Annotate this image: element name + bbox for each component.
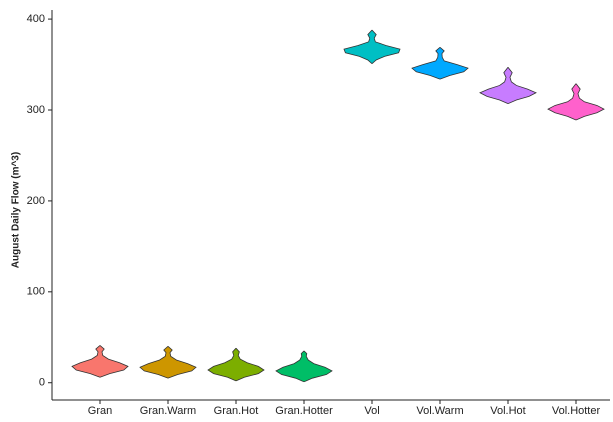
violin-half: [344, 30, 372, 64]
violin-half: [576, 83, 604, 120]
violin-outline: [71, 345, 101, 378]
violin-outline: [99, 345, 129, 378]
violin-half: [276, 350, 304, 382]
violin-half: [236, 348, 264, 381]
violin-outline: [575, 83, 605, 121]
y-tick-label: 400: [27, 13, 45, 25]
violin-outline: [479, 67, 509, 105]
violin-half: [208, 348, 236, 381]
x-tick-label: Vol.Hotter: [552, 405, 601, 417]
violin-outline: [343, 29, 373, 64]
y-tick-label: 200: [27, 195, 45, 207]
violin-half: [372, 30, 400, 64]
y-tick-label: 0: [39, 377, 45, 389]
violin-half: [440, 47, 468, 80]
x-tick-label: Gran.Hotter: [275, 405, 333, 417]
x-tick-label: Gran: [88, 405, 112, 417]
violin-half: [100, 345, 128, 378]
violin-outline: [507, 67, 537, 105]
x-tick-label: Vol.Hot: [490, 405, 525, 417]
y-axis-title: August Daily Flow (m^3): [11, 152, 22, 268]
violin-half: [168, 346, 196, 379]
violin-half: [480, 67, 508, 104]
violin-half: [304, 350, 332, 382]
violin-half: [548, 83, 576, 120]
violin-outline: [439, 46, 469, 80]
violin-half: [508, 67, 536, 104]
violin-outline: [139, 346, 169, 379]
violin-outline: [547, 83, 577, 121]
violin-half: [72, 345, 100, 378]
violin-outline: [303, 350, 333, 383]
violin-outline: [167, 346, 197, 379]
x-tick-label: Vol.Warm: [416, 405, 463, 417]
violin-half: [412, 47, 440, 80]
violin-outline: [411, 46, 441, 80]
violin-outline: [235, 347, 265, 382]
x-tick-label: Gran.Warm: [140, 405, 196, 417]
y-tick-label: 300: [27, 104, 45, 116]
x-tick-label: Vol: [364, 405, 379, 417]
violin-outline: [275, 350, 305, 383]
violin-outline: [371, 29, 401, 64]
violin-half: [140, 346, 168, 379]
violin-outline: [207, 347, 237, 382]
x-tick-label: Gran.Hot: [214, 405, 259, 417]
y-tick-label: 100: [27, 286, 45, 298]
